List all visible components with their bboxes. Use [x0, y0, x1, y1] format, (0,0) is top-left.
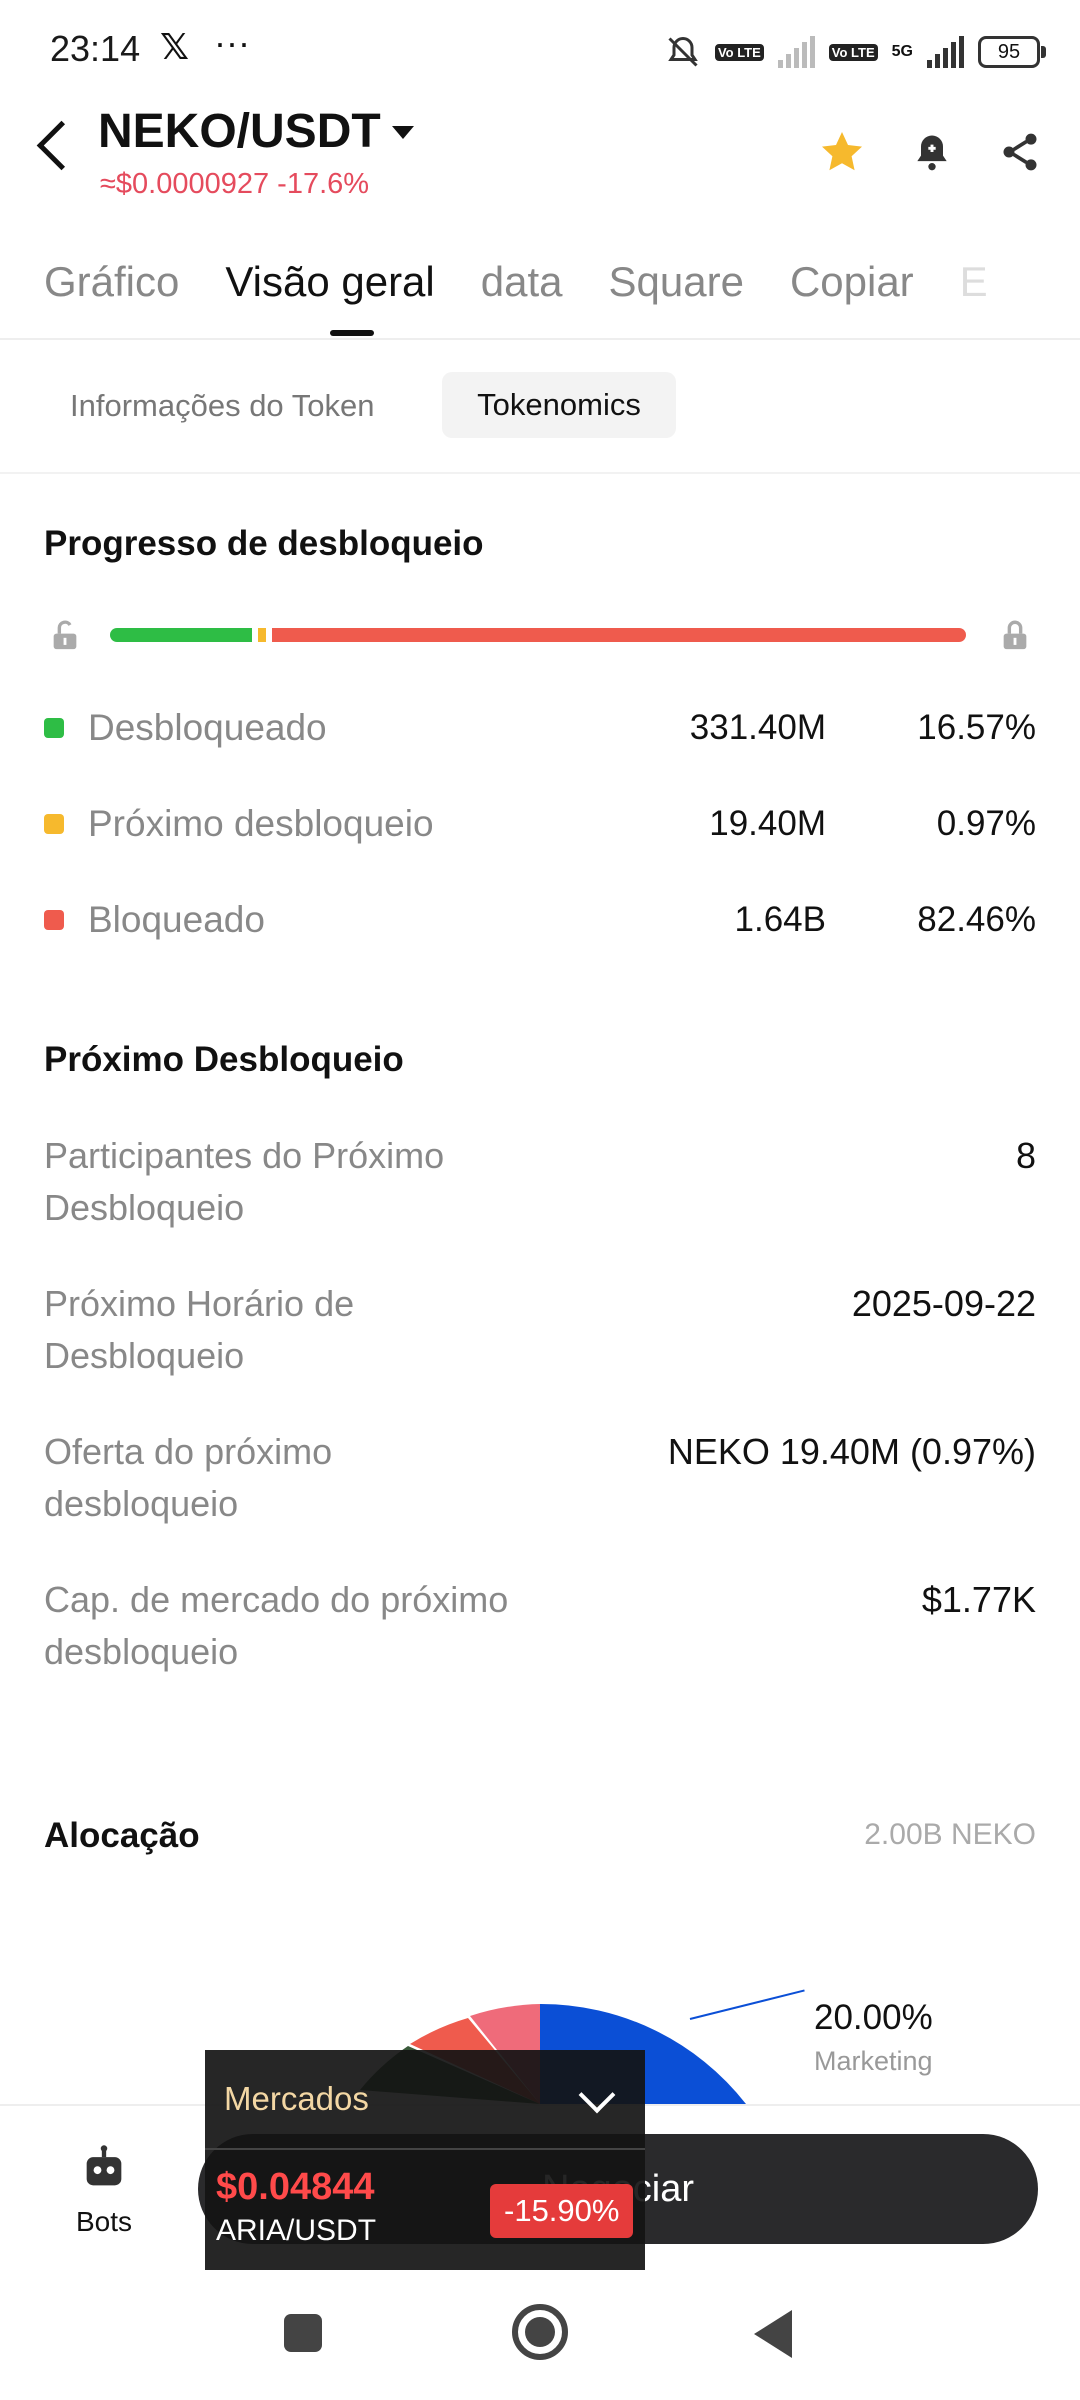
legend-label: Próximo desbloqueio	[88, 803, 434, 844]
signal-icon	[777, 36, 815, 68]
legend-pct: 0.97%	[936, 804, 1036, 843]
info-value: $1.77K	[921, 1579, 1036, 1620]
tab-more[interactable]: E	[959, 258, 988, 305]
signal-icon-2	[927, 36, 964, 68]
legend-value: 19.40M	[709, 804, 826, 843]
x-app-icon: 𝕏	[160, 26, 190, 67]
legend-label: Desbloqueado	[88, 707, 327, 748]
pair-title[interactable]: NEKO/USDT	[98, 105, 381, 158]
info-row-marketcap: Cap. de mercado do próximo desbloqueio $…	[44, 1574, 1036, 1678]
next-unlock-bar	[258, 628, 266, 642]
mute-bell-icon	[668, 36, 698, 67]
share-icon[interactable]	[998, 130, 1042, 174]
info-label: Participantes do Próximo Desbloqueio	[44, 1135, 445, 1228]
bots-label[interactable]: Bots	[76, 2206, 133, 2237]
info-label: Cap. de mercado do próximo desbloqueio	[44, 1579, 509, 1672]
legend-value: 331.40M	[689, 708, 826, 747]
legend-pct: 82.46%	[917, 900, 1036, 939]
pie-label-name: Marketing	[814, 2046, 933, 2076]
alert-bell-icon[interactable]	[910, 130, 954, 174]
price-change: ≈$0.0000927 -17.6%	[100, 168, 370, 200]
widget-price: $0.04844	[216, 2166, 375, 2208]
legend-row-next: Próximo desbloqueio 19.40M 0.97%	[44, 794, 1036, 854]
home-button-inner	[525, 2317, 555, 2347]
tab-copiar[interactable]: Copiar	[789, 258, 914, 305]
allocation-total: 2.00B NEKO	[864, 1818, 1036, 1851]
info-row-supply: Oferta do próximo desbloqueio NEKO 19.40…	[44, 1426, 1036, 1530]
info-value: 2025-09-22	[851, 1283, 1036, 1324]
info-value: NEKO 19.40M (0.97%)	[667, 1431, 1036, 1472]
locked-bar	[272, 628, 966, 642]
widget-divider	[205, 2148, 645, 2150]
info-label: Oferta do próximo desbloqueio	[44, 1431, 333, 1524]
widget-change-badge: -15.90%	[490, 2184, 634, 2238]
subtab-token-info[interactable]: Informações do Token	[70, 388, 375, 423]
status-time: 23:14	[50, 28, 141, 69]
tab-square[interactable]: Square	[608, 258, 744, 305]
green-dot-icon	[44, 718, 64, 738]
legend-row-unlocked: Desbloqueado 331.40M 16.57%	[44, 698, 1036, 758]
info-row-time: Próximo Horário de Desbloqueio 2025-09-2…	[44, 1278, 1036, 1382]
divider	[0, 472, 1080, 474]
next-unlock-title: Próximo Desbloqueio	[44, 1040, 404, 1079]
back-button[interactable]	[754, 2310, 792, 2358]
recents-button[interactable]	[284, 2314, 322, 2352]
unlock-icon	[53, 620, 77, 650]
lock-icon	[1003, 620, 1027, 650]
info-row-participants: Participantes do Próximo Desbloqueio 8	[44, 1130, 1036, 1234]
widget-pair: ARIA/USDT	[216, 2214, 377, 2247]
subtab-tokenomics[interactable]: Tokenomics	[442, 372, 676, 438]
info-label: Próximo Horário de Desbloqueio	[44, 1283, 355, 1376]
pair-dropdown-icon[interactable]	[392, 126, 414, 139]
network-5g: 5G	[891, 43, 913, 60]
volte-icon-2: Vo LTE	[828, 43, 878, 61]
legend-value: 1.64B	[734, 900, 826, 939]
active-tab-indicator	[330, 330, 374, 336]
more-notifications-icon: ···	[214, 22, 250, 63]
legend-label: Bloqueado	[88, 899, 265, 940]
unlocked-bar	[110, 628, 252, 642]
legend-pct: 16.57%	[917, 708, 1036, 747]
home-button[interactable]	[512, 2304, 568, 2360]
allocation-title: Alocação	[44, 1816, 200, 1855]
legend-row-locked: Bloqueado 1.64B 82.46%	[44, 890, 1036, 950]
battery-icon: 95	[978, 36, 1046, 68]
status-icons: Vo LTE Vo LTE 5G 95	[665, 30, 1046, 74]
header-actions	[818, 128, 1042, 176]
tab-bar: Gráfico Visão geral data Square Copiar E	[44, 258, 988, 306]
red-dot-icon	[44, 910, 64, 930]
unlock-progress-title: Progresso de desbloqueio	[44, 524, 484, 563]
tab-grafico[interactable]: Gráfico	[44, 258, 180, 305]
yellow-dot-icon	[44, 814, 64, 834]
volte-icon: Vo LTE	[714, 43, 764, 61]
divider	[0, 338, 1080, 340]
tab-visao-geral[interactable]: Visão geral	[225, 258, 435, 305]
back-arrow-icon[interactable]	[36, 120, 87, 171]
pie-label-pct: 20.00%	[814, 1998, 933, 2037]
favorite-star-icon[interactable]	[818, 128, 866, 176]
markets-title: Mercados	[224, 2080, 369, 2117]
tab-data[interactable]: data	[480, 258, 563, 305]
bot-icon[interactable]	[78, 2142, 130, 2194]
info-value: 8	[1015, 1135, 1036, 1176]
